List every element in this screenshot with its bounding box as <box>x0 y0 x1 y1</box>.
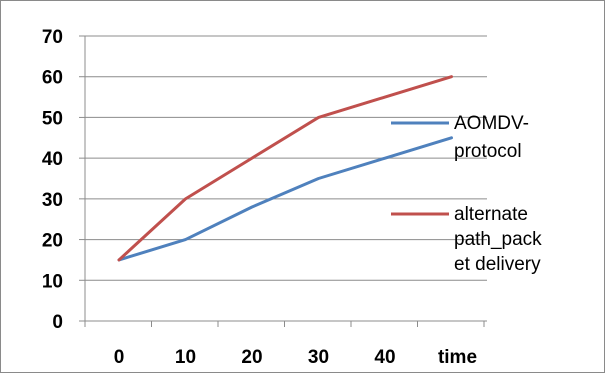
x-tick-labels: 0 10 20 30 40 time <box>114 347 477 368</box>
y-tick-label: 20 <box>42 231 63 252</box>
x-tick-label: 30 <box>308 347 329 368</box>
x-tick-label: 10 <box>175 347 196 368</box>
y-tick-label: 0 <box>52 312 63 333</box>
legend: AOMDV-protocol alternate path_pack et deliv… <box>391 113 542 275</box>
legend-label-2: alternate path_pack et delivery <box>454 204 542 275</box>
series-lines <box>117 75 453 262</box>
x-tick-label: 20 <box>241 347 262 368</box>
x-tick-label: 0 <box>114 347 125 368</box>
x-tick-label: 40 <box>374 347 395 368</box>
gridlines <box>85 35 487 281</box>
axes <box>79 35 487 327</box>
y-tick-label: 10 <box>42 271 63 292</box>
series-line-1 <box>117 136 453 262</box>
y-tick-labels: 0 10 20 30 40 50 60 70 <box>42 27 63 333</box>
legend-label-1: AOMDV-protocol <box>454 113 529 162</box>
y-tick-label: 70 <box>42 27 63 48</box>
y-tick-label: 30 <box>42 190 63 211</box>
y-tick-label: 50 <box>42 108 63 129</box>
series-line-2 <box>117 75 453 262</box>
y-tick-label: 40 <box>42 149 63 170</box>
x-tick-label: time <box>438 347 477 368</box>
y-tick-label: 60 <box>42 68 63 89</box>
